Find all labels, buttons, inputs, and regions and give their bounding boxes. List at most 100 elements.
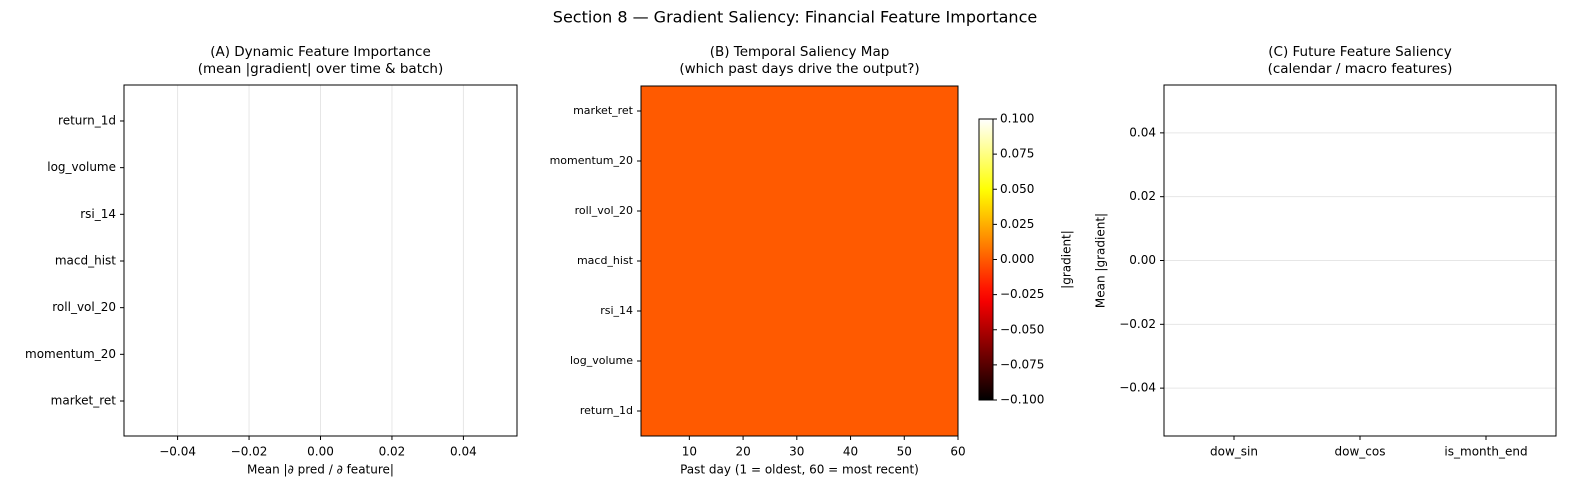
heatmap-cell (862, 336, 869, 387)
heatmap-cell (847, 286, 853, 337)
heatmap-cell (656, 286, 663, 337)
heatmap-cell (915, 286, 922, 337)
heatmap-cell (730, 86, 737, 137)
heatmap-cell (709, 336, 716, 387)
heatmap-cell (794, 186, 800, 237)
colorbar-tick-label: −0.075 (1000, 357, 1044, 371)
heatmap-cell (884, 386, 890, 437)
colorbar-tick-label: −0.050 (1000, 322, 1044, 336)
heatmap-cell (810, 136, 816, 187)
heatmap-cell (952, 386, 959, 437)
heatmap-cell (899, 86, 906, 137)
heatmap-cell (783, 286, 790, 337)
heatmap-cell (741, 386, 748, 437)
heatmap-cell (857, 386, 864, 437)
heatmap-cell (773, 86, 779, 137)
heatmap-cell (910, 186, 917, 237)
heatmap-cell (651, 86, 658, 137)
heatmap-cell (788, 336, 795, 387)
heatmap-cell (936, 136, 943, 187)
heatmap-cell (862, 136, 869, 187)
heatmap-cell (936, 236, 943, 287)
heatmap-cell (831, 286, 837, 337)
heatmap-cell (730, 186, 737, 237)
heatmap-cell (677, 186, 684, 237)
heatmap-cell (699, 336, 705, 387)
y-tick-label: return_1d (58, 113, 116, 127)
heatmap-cell (751, 286, 758, 337)
y-tick-label: rsi_14 (600, 304, 633, 317)
heatmap-cell (825, 136, 832, 187)
heatmap-cell (778, 186, 785, 237)
heatmap-cell (773, 236, 779, 287)
heatmap-cell (794, 136, 800, 187)
x-tick-label: 50 (897, 445, 912, 459)
heatmap-cell (651, 286, 658, 337)
heatmap-cell (646, 236, 653, 287)
heatmap-cell (899, 286, 906, 337)
heatmap-cell (730, 136, 737, 187)
heatmap-cell (751, 386, 758, 437)
heatmap-cell (746, 286, 753, 337)
heatmap-cell (720, 136, 727, 187)
heatmap-cell (926, 86, 933, 137)
heatmap-cell (672, 236, 679, 287)
heatmap-cell (868, 86, 874, 137)
heatmap-cell (672, 136, 679, 187)
heatmap-cell (847, 136, 853, 187)
heatmap-cell (804, 386, 811, 437)
heatmap-cell (741, 236, 748, 287)
heatmap-cell (942, 386, 948, 437)
title-line: (C) Future Feature Saliency (1268, 44, 1451, 60)
heatmap-cell (905, 186, 911, 237)
heatmap-cell (773, 136, 779, 187)
heatmap-cell (688, 136, 695, 187)
heatmap-cell (683, 136, 690, 187)
heatmap-cell (873, 186, 880, 237)
heatmap-cell (894, 86, 901, 137)
x-tick-label: 10 (682, 445, 697, 459)
heatmap-cell (921, 86, 927, 137)
heatmap-cell (709, 386, 716, 437)
heatmap-cell (947, 286, 954, 337)
heatmap-cell (651, 386, 658, 437)
heatmap-cell (836, 186, 843, 237)
heatmap-cell (651, 336, 658, 387)
x-tick-label: dow_cos (1335, 445, 1386, 459)
heatmap-cell (815, 286, 822, 337)
heatmap-cell (751, 186, 758, 237)
heatmap-cell (672, 86, 679, 137)
x-tick-label: 0.00 (307, 445, 334, 459)
heatmap-cell (773, 336, 779, 387)
heatmap-cell (852, 286, 859, 337)
heatmap-cell (651, 236, 658, 287)
heatmap-cell (762, 286, 769, 337)
heatmap-cell (704, 386, 711, 437)
heatmap-cell (905, 136, 911, 187)
heatmap-cell (725, 86, 732, 137)
heatmap-cell (783, 186, 790, 237)
heatmap-cell (921, 136, 927, 187)
colorbar-tick-label: 0.025 (1000, 217, 1034, 231)
heatmap-cell (688, 286, 695, 337)
heatmap-cell (894, 286, 901, 337)
heatmap-cell (799, 336, 806, 387)
heatmap-cell (931, 286, 938, 337)
heatmap-cell (767, 136, 774, 187)
heatmap-cell (799, 286, 806, 337)
heatmap-cell (825, 336, 832, 387)
heatmap-cell (778, 336, 785, 387)
heatmap-cell (926, 186, 933, 237)
heatmap-cell (773, 386, 779, 437)
heatmap-cell (683, 186, 690, 237)
heatmap-cell (936, 286, 943, 337)
heatmap-cell (820, 186, 827, 237)
heatmap-cell (857, 286, 864, 337)
heatmap-cell (841, 236, 848, 287)
colorbar-tick-label: 0.050 (1000, 182, 1034, 196)
heatmap-cell (757, 386, 764, 437)
heatmap-cell (709, 186, 716, 237)
heatmap-cell (799, 236, 806, 287)
heatmap-cell (873, 286, 880, 337)
heatmap-cell (746, 336, 753, 387)
